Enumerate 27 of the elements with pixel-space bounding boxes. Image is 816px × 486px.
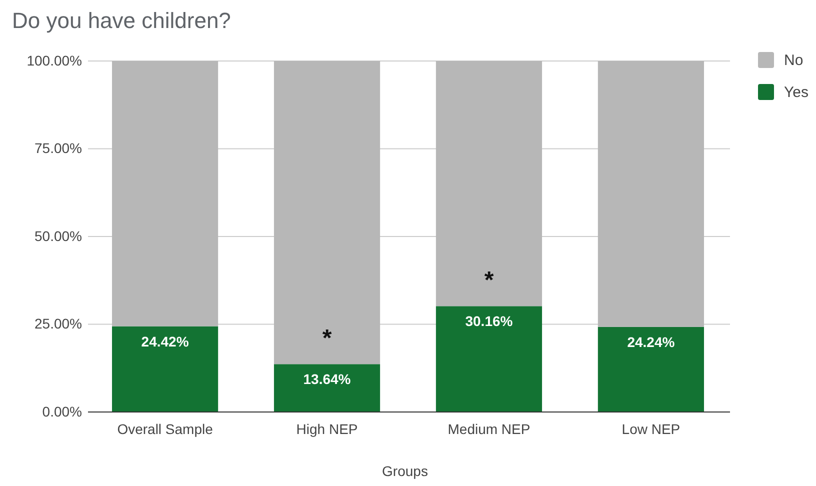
x-axis-title: Groups (382, 463, 428, 479)
y-tick-label: 0.00% (42, 403, 82, 420)
bar (436, 306, 542, 412)
y-tick-label: 25.00% (34, 316, 82, 332)
x-tick-label: Medium NEP (448, 420, 530, 437)
bar (112, 326, 218, 412)
bar (112, 61, 218, 326)
annotation: * (322, 325, 332, 352)
data-label: 24.24% (627, 334, 676, 350)
bar (436, 61, 542, 306)
data-label: 24.42% (141, 333, 190, 350)
annotation: * (484, 267, 494, 294)
x-tick-label: High NEP (296, 420, 358, 437)
y-tick-label: 75.00% (34, 140, 82, 156)
y-tick-label: 50.00% (34, 228, 82, 244)
data-label: 30.16% (465, 313, 514, 330)
x-tick-label: Low NEP (622, 420, 680, 437)
x-tick-label: Overall Sample (117, 420, 214, 437)
bar (598, 326, 704, 412)
bar (274, 364, 380, 412)
legend-label: Yes (784, 84, 808, 101)
bar (274, 61, 380, 364)
chart-title: Do you have children? (12, 8, 231, 33)
y-tick-label: 100.00% (26, 52, 82, 68)
data-label: 13.64% (303, 371, 352, 388)
bar (598, 61, 704, 327)
legend-label: No (784, 52, 804, 69)
